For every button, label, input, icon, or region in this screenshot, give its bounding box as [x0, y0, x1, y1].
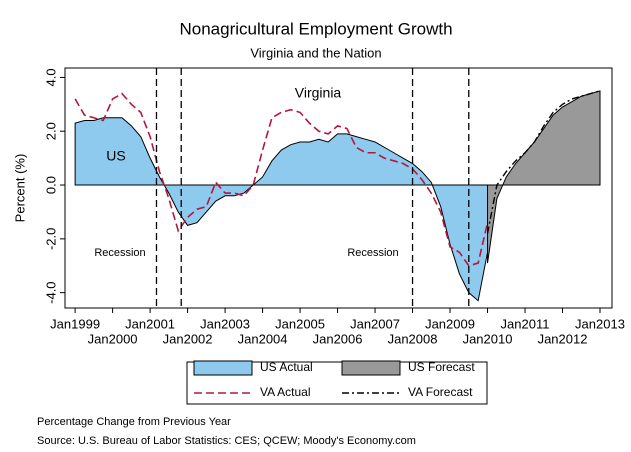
area: [74, 117, 489, 302]
x-tick-label: Jan2005: [275, 316, 325, 331]
chart-title: Nonagricultural Employment Growth: [179, 19, 452, 38]
chart-subtitle: Virginia and the Nation: [250, 45, 381, 60]
x-tick-label: Jan2012: [538, 331, 588, 346]
x-tick-label: Jan2008: [388, 331, 438, 346]
x-tick-label: Jan2000: [88, 331, 138, 346]
y-axis-label: Percent (%): [12, 154, 27, 223]
legend-swatch: [341, 360, 401, 376]
legend-label: US Actual: [260, 360, 313, 374]
annotation: Recession: [347, 247, 398, 259]
y-tick-label: 2.0: [43, 122, 58, 140]
annotation: Virginia: [295, 85, 342, 101]
legend-swatch: [193, 360, 253, 376]
annotation: US: [106, 148, 125, 164]
x-tick-label: Jan2003: [200, 316, 250, 331]
note: Percentage Change from Previous Year: [37, 416, 231, 428]
y-tick-label: 4.0: [43, 68, 58, 86]
line: [486, 90, 601, 234]
legend-label: VA Actual: [260, 385, 310, 399]
x-tick-label: Jan2004: [238, 331, 288, 346]
x-tick-label: Jan2006: [313, 331, 363, 346]
x-tick-label: Jan1999: [50, 316, 100, 331]
x-tick-label: Jan2011: [501, 316, 550, 331]
y-tick-label: -2.0: [43, 228, 58, 250]
plot-area: [64, 67, 613, 309]
y-tick-label: -4.0: [43, 281, 58, 303]
x-tick-label: Jan2001: [125, 316, 175, 331]
x-tick-label: Jan2009: [425, 316, 475, 331]
legend-label: US Forecast: [408, 360, 475, 374]
area: [487, 90, 601, 264]
annotation: Recession: [94, 247, 145, 259]
x-tick-label: Jan2013: [575, 316, 625, 331]
x-tick-label: Jan2010: [463, 331, 513, 346]
y-tick-label: 0.0: [43, 176, 58, 194]
note: Source: U.S. Bureau of Labor Statistics:…: [37, 435, 416, 447]
x-tick-label: Jan2002: [163, 331, 213, 346]
legend-label: VA Forecast: [408, 385, 473, 399]
x-tick-label: Jan2007: [350, 316, 400, 331]
